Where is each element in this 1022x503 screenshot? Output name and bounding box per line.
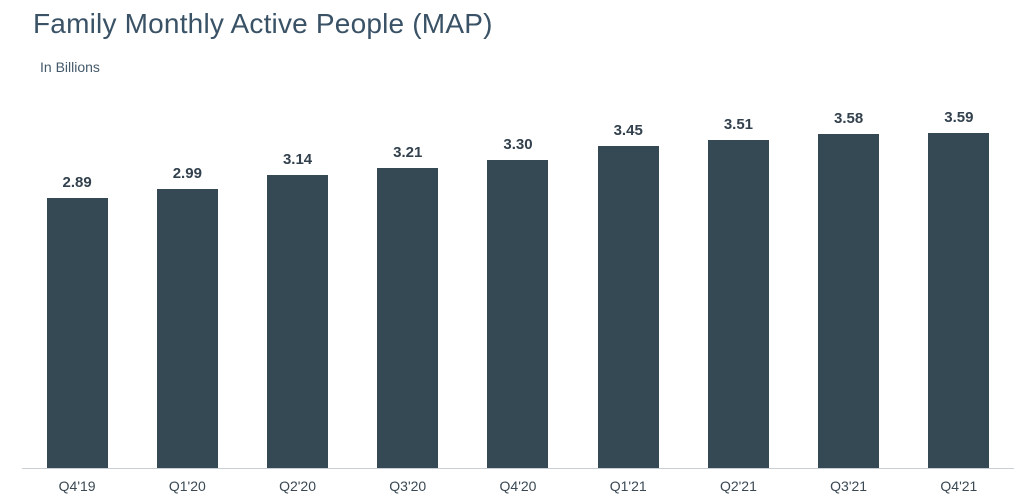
bar [928, 132, 990, 468]
bar-value-label: 2.89 [62, 174, 92, 192]
bar-column: 3.45 [573, 90, 683, 468]
bar-column: 3.58 [794, 90, 904, 468]
bar-value-label: 2.99 [172, 164, 202, 182]
x-tick-label: Q1'20 [168, 478, 206, 494]
bar-value-label: 3.21 [393, 144, 423, 162]
x-axis-labels: Q4'19 Q1'20 Q2'20 Q3'20 Q4'20 Q1'21 Q2'21 Q3'21… [22, 469, 1014, 494]
x-tick-label: Q4'19 [58, 478, 96, 494]
bar-value-label: 3.59 [944, 108, 974, 126]
bar [46, 198, 108, 468]
bar-value-label: 3.58 [834, 109, 864, 127]
chart-subtitle: In Billions [40, 59, 100, 75]
bar [597, 146, 659, 468]
bar [487, 160, 549, 468]
bar-column: 3.14 [242, 90, 352, 468]
x-axis-line [22, 468, 1014, 469]
bar-value-label: 3.51 [723, 116, 754, 134]
bar-column: 3.30 [463, 90, 573, 468]
x-tick-label: Q3'20 [389, 478, 427, 494]
bar-column: 2.89 [22, 90, 132, 468]
x-tick-label: Q1'21 [609, 478, 647, 494]
bar [267, 174, 329, 468]
bar [377, 168, 439, 468]
x-tick-label: Q4'20 [499, 478, 537, 494]
x-tick-label: Q4'21 [940, 478, 978, 494]
bar [818, 133, 880, 468]
bar-column: 3.21 [353, 90, 463, 468]
bar [707, 140, 769, 468]
bar-column: 3.51 [683, 90, 793, 468]
bar-value-label: 3.45 [613, 122, 643, 139]
bar [156, 188, 218, 468]
bar-value-label: 3.30 [503, 136, 533, 153]
bar-value-label: 3.14 [282, 150, 313, 168]
x-tick-label: Q3'21 [830, 478, 868, 494]
x-tick-label: Q2'21 [719, 478, 757, 494]
bar-column: 3.59 [904, 90, 1014, 468]
bar-chart: 2.89 2.99 3.14 3.21 3.30 3.45 3.51 3.58 3.59 Q4'… [22, 90, 1014, 494]
x-tick-label: Q2'20 [279, 478, 316, 494]
plot-area: 2.89 2.99 3.14 3.21 3.30 3.45 3.51 3.58 3.59 [22, 90, 1014, 468]
bar-column: 2.99 [132, 90, 242, 468]
chart-title: Family Monthly Active People (MAP) [33, 8, 493, 39]
